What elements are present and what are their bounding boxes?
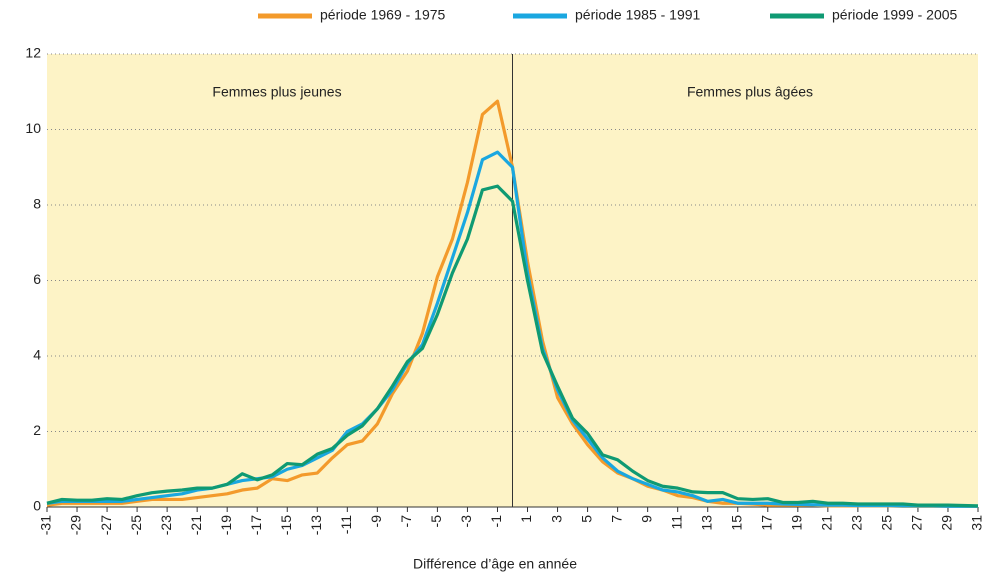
x-tick-label: -19 <box>218 515 234 535</box>
x-tick-label: -27 <box>98 515 114 535</box>
x-tick-label: 31 <box>969 515 985 531</box>
annotation: Femmes plus âgées <box>687 84 813 100</box>
x-tick-label: -5 <box>428 515 444 528</box>
x-tick-label: 5 <box>578 515 594 523</box>
legend-label: période 1999 - 2005 <box>832 7 958 23</box>
x-tick-label: 11 <box>668 515 684 530</box>
x-tick-label: -25 <box>128 515 144 535</box>
y-tick-label: 4 <box>33 347 41 363</box>
x-tick-label: -9 <box>368 515 384 528</box>
x-tick-label: 27 <box>909 515 925 531</box>
x-tick-label: -1 <box>488 515 504 528</box>
annotation: Femmes plus jeunes <box>212 84 341 100</box>
x-tick-label: -31 <box>38 515 54 535</box>
x-tick-label: -15 <box>278 515 294 535</box>
x-tick-label: 17 <box>758 515 774 531</box>
x-tick-label: -23 <box>158 515 174 535</box>
y-tick-label: 12 <box>25 45 41 61</box>
y-tick-label: 2 <box>33 422 41 438</box>
x-tick-label: -17 <box>248 515 264 535</box>
x-tick-label: 9 <box>638 515 654 523</box>
legend-label: période 1985 - 1991 <box>575 7 701 23</box>
x-tick-label: 19 <box>789 515 805 531</box>
y-tick-label: 10 <box>25 120 41 136</box>
x-tick-label: -13 <box>308 515 324 535</box>
y-tick-label: 8 <box>33 196 41 212</box>
y-tick-label: 6 <box>33 271 41 287</box>
series-line <box>46 184 979 508</box>
x-tick-label: -3 <box>458 515 474 528</box>
x-tick-label: 15 <box>728 515 744 531</box>
y-tick-label: 0 <box>33 498 41 514</box>
x-tick-label: -21 <box>188 515 204 535</box>
x-tick-label: 29 <box>939 515 955 531</box>
x-tick-label: 13 <box>698 515 714 531</box>
x-tick-label: 7 <box>608 515 624 523</box>
x-tick-label: -29 <box>68 515 84 535</box>
x-tick-label: 21 <box>819 515 835 531</box>
x-axis-label: Différence d’âge en année <box>413 556 577 572</box>
x-tick-label: 1 <box>518 515 534 523</box>
x-tick-label: 3 <box>548 515 564 523</box>
x-tick-label: -11 <box>338 515 354 534</box>
x-tick-label: 23 <box>849 515 865 531</box>
legend-label: période 1969 - 1975 <box>320 7 446 23</box>
x-tick-label: -7 <box>398 515 414 528</box>
x-tick-label: 25 <box>879 515 895 531</box>
